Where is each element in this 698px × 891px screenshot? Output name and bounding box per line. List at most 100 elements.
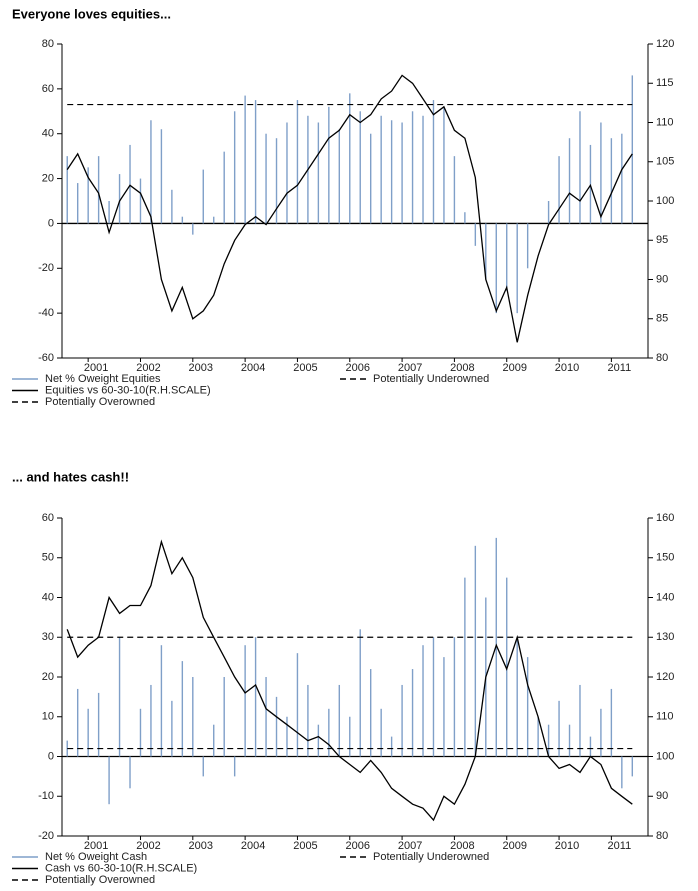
bar — [108, 201, 110, 224]
y-tick-label: -60 — [38, 352, 54, 364]
x-tick-label: 2005 — [293, 840, 317, 852]
bar — [328, 106, 330, 224]
y2-tick-label: 120 — [656, 671, 674, 683]
x-tick-label: 2004 — [241, 840, 265, 852]
bar — [474, 223, 477, 246]
bar — [349, 716, 351, 757]
legend-label: Net % Oweight Equities — [45, 373, 161, 385]
bar — [171, 189, 173, 224]
bar — [631, 756, 634, 777]
x-tick-label: 2003 — [189, 840, 213, 852]
bar — [286, 716, 288, 757]
legend-label: Net % Oweight Cash — [45, 851, 147, 863]
bar — [76, 688, 79, 757]
y-tick-label: 40 — [42, 128, 54, 140]
bar — [108, 756, 110, 805]
line — [66, 74, 633, 343]
y2-tick-label: 130 — [656, 631, 674, 643]
y2-tick-label: 90 — [656, 790, 668, 802]
y2-tick-label: 80 — [656, 830, 668, 842]
legend-label: Cash vs 60-30-10(R.H.SCALE) — [45, 862, 197, 874]
y-tick-label: 20 — [42, 671, 54, 683]
bar — [192, 223, 194, 235]
bar — [275, 138, 278, 224]
bar — [600, 122, 602, 224]
bar — [380, 708, 382, 757]
bar — [369, 133, 372, 224]
bar — [568, 724, 571, 757]
x-tick-label: 2007 — [398, 840, 422, 852]
bar — [223, 151, 225, 224]
bar — [338, 684, 341, 757]
bar — [244, 645, 246, 757]
y-tick-label: 60 — [42, 512, 54, 524]
x-tick-label: 2008 — [450, 840, 474, 852]
bar — [390, 120, 393, 224]
bar — [443, 657, 445, 757]
bar — [349, 93, 351, 224]
bar — [338, 129, 341, 224]
bar — [286, 122, 288, 224]
y-tick-label: 20 — [42, 172, 54, 184]
bar — [610, 688, 613, 757]
bar — [621, 756, 623, 789]
y2-tick-label: 120 — [656, 38, 674, 50]
bar — [390, 736, 393, 757]
x-tick-label: 2011 — [608, 362, 632, 374]
chart-title: ... and hates cash!! — [12, 469, 129, 484]
bar — [317, 122, 320, 224]
bar — [118, 174, 121, 224]
bar — [359, 111, 361, 224]
y2-tick-label: 110 — [656, 116, 674, 128]
x-tick-label: 2003 — [189, 362, 213, 374]
bar — [171, 700, 173, 757]
bar — [223, 677, 225, 757]
bar — [464, 212, 466, 224]
bar — [129, 756, 131, 789]
x-tick-label: 2010 — [555, 362, 579, 374]
bar — [97, 156, 100, 224]
bar — [516, 223, 518, 314]
bar — [160, 645, 163, 757]
y2-tick-label: 100 — [656, 750, 674, 762]
bar — [474, 545, 477, 757]
y2-tick-label: 115 — [656, 77, 674, 89]
y2-tick-label: 100 — [656, 195, 674, 207]
bar — [317, 724, 320, 757]
bar — [275, 696, 278, 757]
x-tick-label: 2007 — [398, 362, 422, 374]
y-tick-label: 30 — [42, 631, 54, 643]
y-tick-label: 40 — [42, 591, 54, 603]
y-tick-label: -40 — [38, 307, 54, 319]
bar — [422, 645, 424, 757]
bar — [265, 677, 267, 757]
bar — [453, 637, 456, 757]
x-tick-label: 2011 — [608, 840, 632, 852]
bar — [516, 637, 518, 757]
line — [66, 539, 633, 822]
x-tick-label: 2002 — [136, 840, 160, 852]
y2-tick-label: 105 — [656, 156, 674, 168]
bar — [233, 111, 236, 224]
bar — [558, 700, 560, 757]
bar — [547, 201, 550, 224]
legend-label: Potentially Overowned — [45, 874, 155, 886]
bar — [150, 684, 152, 757]
chart-title: Everyone loves equities... — [12, 6, 171, 21]
legend-label: Potentially Overowned — [45, 396, 155, 408]
x-tick-label: 2009 — [502, 840, 526, 852]
bar — [369, 669, 372, 757]
bar — [526, 657, 529, 757]
bar — [118, 637, 121, 757]
x-tick-label: 2008 — [450, 362, 474, 374]
bar — [202, 169, 204, 224]
bar — [453, 156, 456, 224]
bar — [87, 167, 89, 224]
legend-label: Potentially Underowned — [373, 851, 489, 863]
bar — [192, 677, 194, 757]
bar — [202, 756, 204, 777]
bar — [579, 684, 581, 757]
x-tick-label: 2006 — [346, 362, 370, 374]
bar — [401, 122, 403, 224]
y-tick-label: -10 — [38, 790, 54, 802]
